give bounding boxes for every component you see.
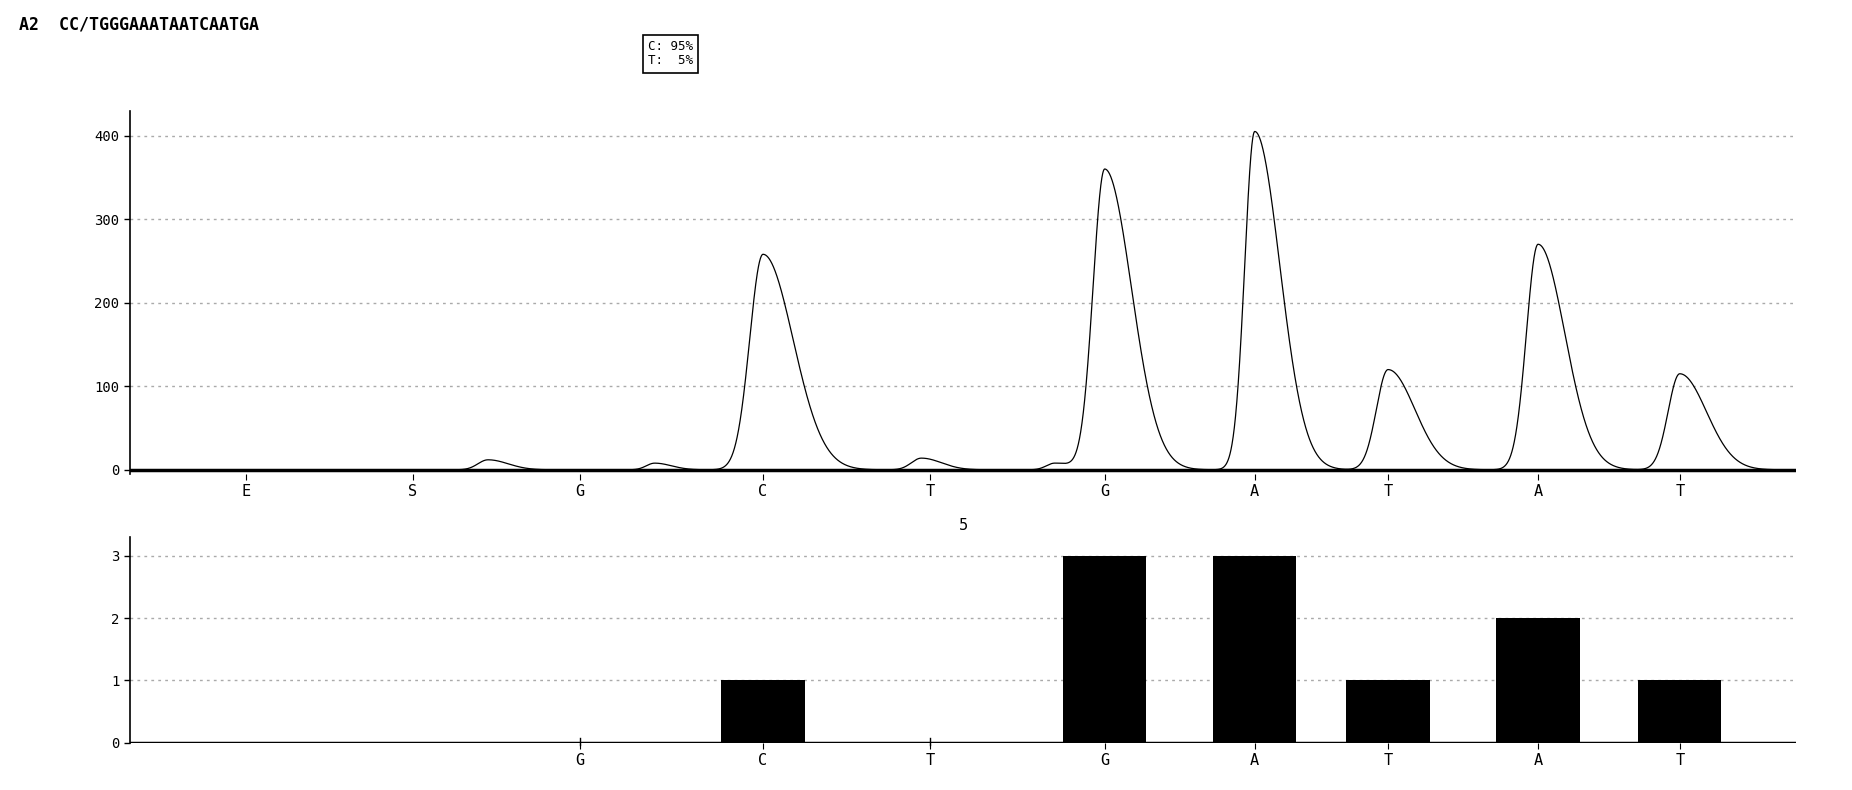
Text: A2  CC/TGGGAAATAATCAATGA: A2 CC/TGGGAAATAATCAATGA (19, 16, 259, 34)
Bar (1639, 680, 1722, 743)
Text: C: 95%
T:  5%: C: 95% T: 5% (648, 40, 693, 67)
Bar (720, 680, 804, 743)
Text: 5: 5 (959, 518, 967, 533)
Bar (1063, 556, 1146, 743)
Bar (1496, 618, 1580, 743)
Bar (1213, 556, 1296, 743)
Bar (1346, 680, 1430, 743)
